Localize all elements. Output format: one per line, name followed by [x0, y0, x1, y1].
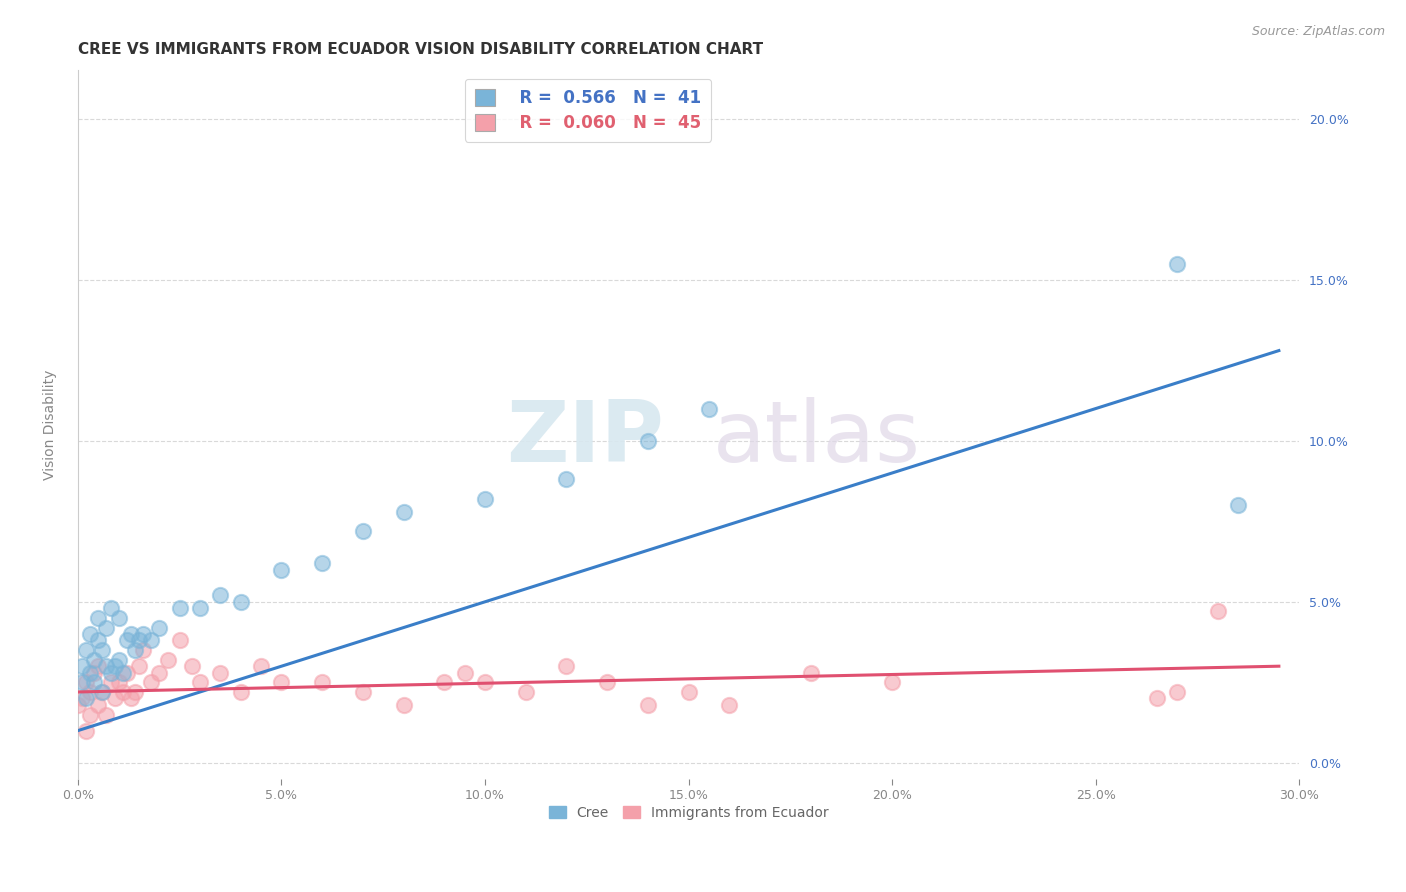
Point — [96, 707, 118, 722]
Point — [1146, 691, 1168, 706]
Point — [104, 659, 127, 673]
Point — [79, 627, 101, 641]
Point — [107, 675, 129, 690]
Point — [128, 659, 150, 673]
Point — [181, 659, 204, 673]
Point — [79, 685, 101, 699]
Point — [75, 643, 97, 657]
Point — [1227, 498, 1250, 512]
Point — [124, 643, 146, 657]
Point — [1206, 604, 1229, 618]
Point — [100, 601, 122, 615]
Point — [132, 643, 155, 657]
Point — [352, 685, 374, 699]
Text: ZIP: ZIP — [506, 397, 664, 480]
Point — [311, 675, 333, 690]
Point — [83, 653, 105, 667]
Point — [229, 685, 252, 699]
Point — [188, 675, 211, 690]
Point — [91, 685, 114, 699]
Y-axis label: Vision Disability: Vision Disability — [44, 369, 58, 480]
Point — [596, 675, 619, 690]
Point — [800, 665, 823, 680]
Point — [83, 675, 105, 690]
Point — [96, 621, 118, 635]
Point — [115, 633, 138, 648]
Point — [148, 665, 170, 680]
Point — [87, 611, 110, 625]
Point — [120, 691, 142, 706]
Point — [75, 723, 97, 738]
Point — [311, 556, 333, 570]
Point — [270, 675, 292, 690]
Point — [169, 601, 191, 615]
Point — [128, 633, 150, 648]
Point — [637, 434, 659, 448]
Point — [270, 563, 292, 577]
Point — [352, 524, 374, 538]
Point — [100, 675, 122, 690]
Text: CREE VS IMMIGRANTS FROM ECUADOR VISION DISABILITY CORRELATION CHART: CREE VS IMMIGRANTS FROM ECUADOR VISION D… — [77, 42, 763, 57]
Point — [209, 588, 232, 602]
Point — [882, 675, 904, 690]
Point — [79, 707, 101, 722]
Point — [96, 659, 118, 673]
Point — [107, 653, 129, 667]
Point — [124, 685, 146, 699]
Point — [474, 675, 496, 690]
Point — [66, 698, 89, 712]
Point — [1166, 685, 1188, 699]
Point — [132, 627, 155, 641]
Point — [87, 633, 110, 648]
Point — [75, 691, 97, 706]
Point — [148, 621, 170, 635]
Text: Source: ZipAtlas.com: Source: ZipAtlas.com — [1251, 25, 1385, 38]
Point — [637, 698, 659, 712]
Point — [70, 691, 93, 706]
Point — [169, 633, 191, 648]
Point — [718, 698, 741, 712]
Point — [141, 675, 163, 690]
Point — [79, 665, 101, 680]
Point — [104, 691, 127, 706]
Point — [87, 659, 110, 673]
Point — [115, 665, 138, 680]
Point — [433, 675, 456, 690]
Point — [70, 659, 93, 673]
Point — [555, 472, 578, 486]
Point — [83, 665, 105, 680]
Point — [87, 698, 110, 712]
Point — [111, 685, 134, 699]
Point — [100, 665, 122, 680]
Point — [392, 698, 415, 712]
Point — [141, 633, 163, 648]
Point — [454, 665, 477, 680]
Point — [555, 659, 578, 673]
Point — [188, 601, 211, 615]
Point — [229, 595, 252, 609]
Point — [91, 643, 114, 657]
Point — [70, 675, 93, 690]
Point — [120, 627, 142, 641]
Point — [107, 611, 129, 625]
Point — [91, 685, 114, 699]
Point — [250, 659, 273, 673]
Point — [474, 491, 496, 506]
Point — [1166, 257, 1188, 271]
Point — [75, 675, 97, 690]
Point — [697, 401, 720, 416]
Point — [156, 653, 179, 667]
Text: atlas: atlas — [713, 397, 921, 480]
Point — [392, 505, 415, 519]
Point — [209, 665, 232, 680]
Point — [678, 685, 700, 699]
Point — [515, 685, 537, 699]
Legend: Cree, Immigrants from Ecuador: Cree, Immigrants from Ecuador — [543, 800, 834, 825]
Point — [111, 665, 134, 680]
